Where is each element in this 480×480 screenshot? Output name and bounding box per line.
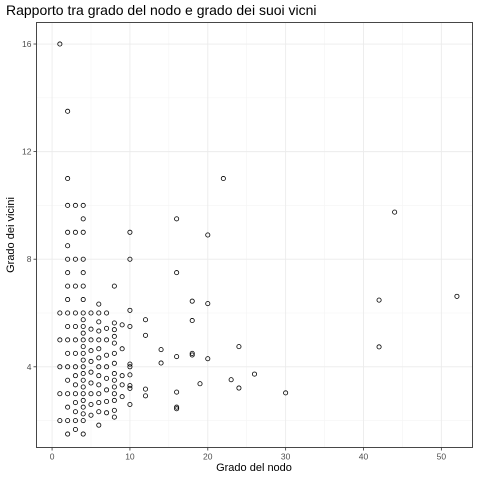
x-tick-label: 50 — [437, 452, 447, 462]
x-tick-label: 30 — [281, 452, 291, 462]
x-tick-label: 10 — [125, 452, 135, 462]
chart-title: Rapporto tra grado del nodo e grado dei … — [6, 2, 317, 18]
x-tick-label: 40 — [359, 452, 369, 462]
x-axis-title: Grado del nodo — [216, 462, 292, 474]
y-tick-label: 4 — [27, 362, 32, 372]
x-tick-label: 20 — [203, 452, 213, 462]
y-tick-label: 16 — [22, 39, 32, 49]
y-tick-label: 12 — [22, 147, 32, 157]
y-axis-title: Grado dei vicini — [5, 197, 17, 273]
x-tick-label: 0 — [50, 452, 55, 462]
y-tick-label: 8 — [27, 254, 32, 264]
